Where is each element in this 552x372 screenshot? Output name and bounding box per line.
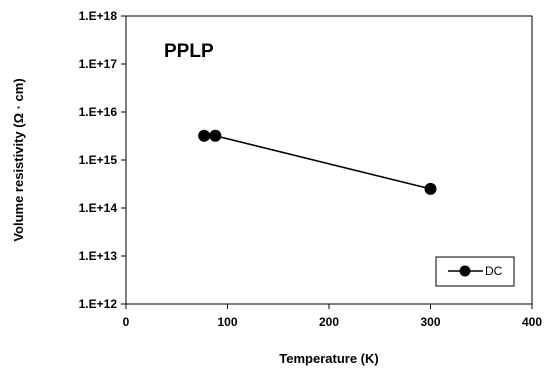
x-tick-label: 200 — [319, 315, 339, 329]
y-tick-label: 1.E+16 — [79, 105, 118, 119]
data-point — [424, 182, 437, 195]
x-tick-label: 300 — [420, 315, 440, 329]
legend-label-dc: DC — [485, 264, 503, 278]
y-tick-label: 1.E+15 — [79, 153, 118, 167]
x-axis-title: Temperature (K) — [279, 351, 378, 366]
y-tick-label: 1.E+12 — [79, 297, 118, 311]
y-axis-title: Volume resistivity (Ω · cm) — [11, 78, 26, 241]
plot-frame — [125, 15, 533, 305]
x-tick-label: 0 — [123, 315, 130, 329]
chart-annotation: PPLP — [164, 41, 214, 62]
data-point — [198, 129, 211, 142]
legend-marker — [459, 265, 471, 277]
y-tick-label: 1.E+17 — [79, 57, 118, 71]
legend: DC — [435, 256, 515, 287]
series-line-dc — [204, 135, 431, 190]
x-tick-label: 400 — [522, 315, 542, 329]
x-tick-label: 100 — [217, 315, 237, 329]
y-tick-label: 1.E+18 — [79, 9, 118, 23]
data-point — [209, 129, 222, 142]
y-tick-label: 1.E+13 — [79, 249, 118, 263]
y-tick-label: 1.E+14 — [79, 201, 118, 215]
